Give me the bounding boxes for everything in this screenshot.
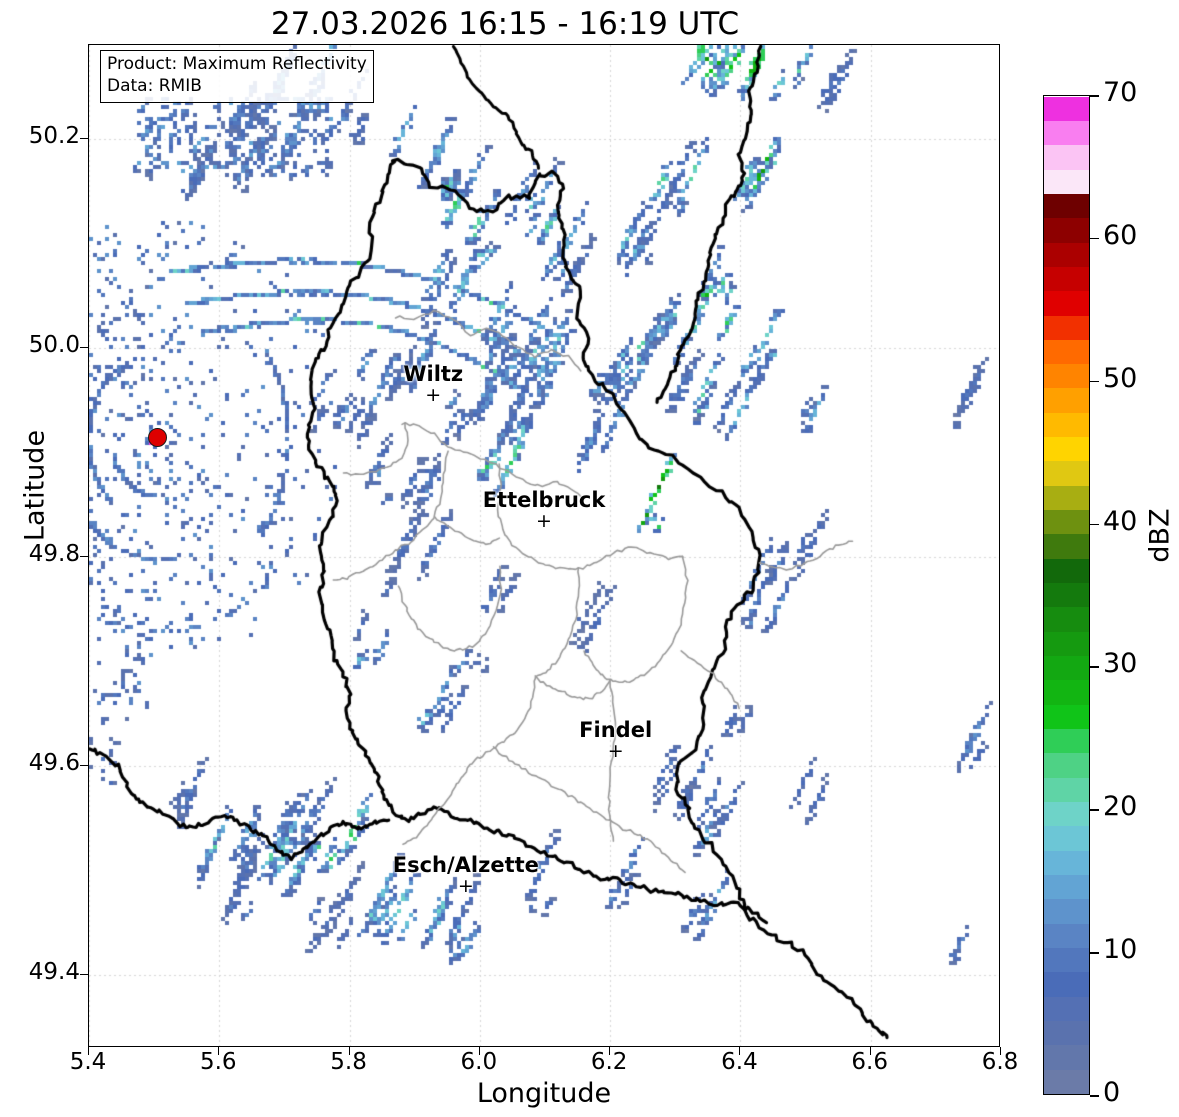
colorbar-band (1044, 558, 1089, 584)
y-tick-mark (80, 138, 88, 140)
colorbar-band (1044, 145, 1089, 170)
x-tick-label: 6.4 (721, 1049, 758, 1075)
colorbar-band (1044, 972, 1089, 997)
colorbar-band (1044, 996, 1089, 1022)
y-tick-mark (80, 973, 88, 975)
page-title: 27.03.2026 16:15 - 16:19 UTC (270, 6, 740, 42)
colorbar-band (1044, 364, 1089, 389)
x-tick-label: 6.6 (851, 1049, 888, 1075)
colorbar-band (1044, 534, 1089, 559)
colorbar-band (1044, 412, 1089, 438)
x-tick-mark (609, 1047, 611, 1055)
colorbar-band (1044, 96, 1089, 121)
colorbar-band (1044, 266, 1089, 292)
colorbar-tick-mark (1090, 666, 1099, 668)
colorbar-tick-mark (1090, 523, 1099, 526)
colorbar-tick-label: 40 (1103, 505, 1138, 537)
colorbar-band (1044, 753, 1089, 778)
info-box: Product: Maximum Reflectivity Data: RMIB (100, 50, 374, 103)
y-tick-label: 50.0 (28, 331, 80, 358)
colorbar[interactable] (1043, 95, 1090, 1095)
colorbar-band (1044, 388, 1089, 413)
x-tick-mark (1000, 1047, 1001, 1055)
x-tick-mark (739, 1047, 741, 1055)
x-tick-mark (478, 1047, 480, 1055)
colorbar-band (1044, 656, 1089, 681)
colorbar-band (1044, 875, 1089, 900)
colorbar-tick-mark (1090, 380, 1099, 383)
colorbar-tick-mark (1090, 95, 1099, 97)
colorbar-tick-mark (1090, 237, 1099, 240)
y-tick-label: 49.6 (28, 749, 80, 776)
colorbar-band (1044, 1069, 1089, 1094)
y-axis-label: Latitude (19, 429, 51, 542)
colorbar-band (1044, 339, 1089, 365)
colorbar-band (1044, 607, 1089, 632)
x-tick-label: 5.4 (69, 1049, 107, 1075)
colorbar-band (1044, 437, 1089, 462)
colorbar-band (1044, 948, 1089, 973)
y-tick-label: 50.2 (28, 123, 80, 150)
colorbar-tick-mark (1090, 952, 1099, 954)
colorbar-band (1044, 120, 1089, 146)
colorbar-tick-label: 60 (1103, 219, 1138, 251)
colorbar-band (1044, 1021, 1089, 1046)
colorbar-band (1044, 680, 1089, 705)
radar-canvas-wrap (89, 45, 999, 1046)
colorbar-tick-label: 0 (1103, 1077, 1121, 1108)
colorbar-band (1044, 923, 1089, 949)
x-tick-label: 6.8 (981, 1049, 1019, 1075)
colorbar-band (1044, 802, 1089, 827)
colorbar-band (1044, 193, 1089, 219)
colorbar-band (1044, 1045, 1089, 1070)
colorbar-tick-label: 20 (1103, 791, 1138, 823)
colorbar-band (1044, 169, 1089, 194)
colorbar-band (1044, 704, 1089, 730)
x-tick-mark (218, 1047, 220, 1055)
radar-map-plot[interactable] (88, 44, 1000, 1047)
info-product-line: Product: Maximum Reflectivity (107, 54, 367, 74)
colorbar-band (1044, 510, 1089, 535)
x-tick-mark (88, 1047, 89, 1055)
y-tick-label: 49.8 (28, 540, 80, 567)
colorbar-tick-mark (1090, 809, 1099, 811)
info-data-line: Data: RMIB (107, 75, 202, 96)
x-tick-label: 5.6 (199, 1049, 237, 1075)
colorbar-band (1044, 899, 1089, 924)
colorbar-band (1044, 850, 1089, 876)
y-tick-mark (80, 555, 88, 557)
x-tick-mark (348, 1047, 350, 1055)
x-axis-label: Longitude (476, 1078, 612, 1109)
radar-echo-canvas (89, 45, 999, 1046)
colorbar-band (1044, 631, 1089, 657)
colorbar-band (1044, 242, 1089, 267)
colorbar-band (1044, 777, 1089, 803)
y-tick-mark (80, 346, 88, 348)
radar-site-dot (148, 427, 168, 447)
colorbar-band (1044, 729, 1089, 754)
colorbar-band (1044, 583, 1089, 608)
x-tick-label: 6.0 (460, 1049, 498, 1075)
colorbar-band (1044, 218, 1089, 243)
y-tick-mark (80, 764, 88, 766)
colorbar-tick-label: 30 (1103, 648, 1138, 680)
colorbar-tick-label: 10 (1103, 934, 1138, 966)
colorbar-band (1044, 461, 1089, 486)
colorbar-title: dBZ (1144, 508, 1176, 563)
y-tick-label: 49.4 (28, 958, 80, 985)
colorbar-tick-label: 50 (1103, 362, 1138, 394)
x-tick-label: 5.8 (330, 1049, 367, 1075)
x-tick-mark (869, 1047, 871, 1055)
colorbar-tick-label: 70 (1103, 77, 1138, 108)
colorbar-band (1044, 826, 1089, 851)
colorbar-band (1044, 485, 1089, 511)
colorbar-tick-mark (1090, 1095, 1099, 1097)
colorbar-band (1044, 291, 1089, 316)
x-tick-label: 6.2 (590, 1049, 628, 1075)
colorbar-band (1044, 315, 1089, 340)
